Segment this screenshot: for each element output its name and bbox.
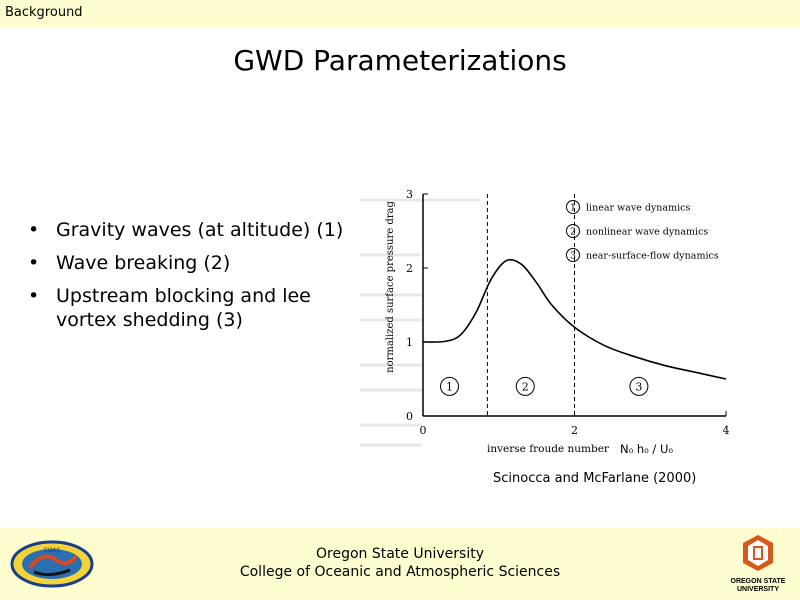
bullet-item: • Wave breaking (2) <box>28 251 358 275</box>
header-bar: Background <box>0 0 800 28</box>
coas-logo: COAS <box>10 540 94 592</box>
x-axis-label: inverse froude number <box>487 443 610 455</box>
x-tick-label: 2 <box>571 424 578 437</box>
coas-logo-text: COAS <box>44 547 61 554</box>
coas-logo-icon: COAS <box>10 540 94 588</box>
bullet-dot-icon: • <box>28 285 40 307</box>
legend-entry-label: linear wave dynamics <box>586 203 690 214</box>
drag-chart: 0 1 2 3 0 2 4 1 2 3 1 linear wave dynamics 2 nonlin… <box>360 188 730 456</box>
osu-logo: OREGON STATE UNIVERSITY <box>728 534 788 594</box>
legend-entry-label: nonlinear wave dynamics <box>586 227 708 238</box>
footer-text: Oregon State University College of Ocean… <box>0 545 800 581</box>
bullet-item: • Gravity waves (at altitude) (1) <box>28 218 358 242</box>
legend-marker-number: 1 <box>570 204 576 214</box>
footer-college: College of Oceanic and Atmospheric Scien… <box>239 564 561 580</box>
legend-marker-circle <box>566 224 580 238</box>
scan-texture <box>360 198 480 447</box>
region-marker-circle <box>515 376 535 396</box>
chart-axes: 0 1 2 3 0 2 4 <box>406 188 730 437</box>
bullet-text: Upstream blocking and lee vortex sheddin… <box>56 285 311 331</box>
legend-marker-number: 2 <box>570 228 576 238</box>
osu-logo-line1: OREGON STATE <box>730 578 786 585</box>
osu-logo-line2: UNIVERSITY <box>736 586 779 593</box>
y-tick-label: 1 <box>406 336 413 349</box>
region-marker-label: 1 <box>446 380 453 393</box>
footer-bar: COAS Oregon State University College of … <box>0 528 800 600</box>
bullet-list: • Gravity waves (at altitude) (1) • Wave b… <box>28 218 358 341</box>
legend-marker-circle <box>566 200 580 214</box>
region-marker-label: 3 <box>635 380 642 393</box>
section-label: Background <box>5 5 83 20</box>
y-tick-label: 2 <box>406 262 413 275</box>
osu-logo-text: OREGON STATE UNIVERSITY <box>728 578 788 594</box>
slide-title: GWD Parameterizations <box>233 44 567 77</box>
legend-entry-label: near-surface-flow dynamics <box>586 251 719 262</box>
bullet-dot-icon: • <box>28 219 40 241</box>
region-marker-circle <box>440 376 460 396</box>
x-tick-label: 4 <box>723 424 730 437</box>
figure-caption: Scinocca and McFarlane (2000) <box>493 471 697 486</box>
bullet-text: Gravity waves (at altitude) (1) <box>56 219 344 241</box>
y-tick-label: 0 <box>406 410 413 423</box>
x-tick-label: 0 <box>420 424 427 437</box>
region-markers: 1 2 3 <box>440 376 649 396</box>
osu-emblem-icon <box>743 535 773 571</box>
legend-marker-circle <box>566 248 580 262</box>
legend-marker-number: 3 <box>570 252 576 262</box>
bullet-dot-icon: • <box>28 252 40 274</box>
bullet-text: Wave breaking (2) <box>56 252 231 274</box>
region-marker-label: 2 <box>522 380 529 393</box>
footer-university: Oregon State University <box>316 546 484 562</box>
region-dividers <box>486 194 575 416</box>
bullet-item: • Upstream blocking and lee vortex sheddi… <box>28 284 358 332</box>
chart-legend: 1 linear wave dynamics 2 nonlinear wave dyn… <box>566 200 719 262</box>
x-axis-math-label: N₀ h₀ / U₀ <box>620 442 673 456</box>
y-tick-label: 3 <box>406 188 413 201</box>
drag-curve-line <box>422 258 727 380</box>
y-axis-label: normalized surface pressure drag <box>385 201 396 373</box>
region-marker-circle <box>629 376 649 396</box>
